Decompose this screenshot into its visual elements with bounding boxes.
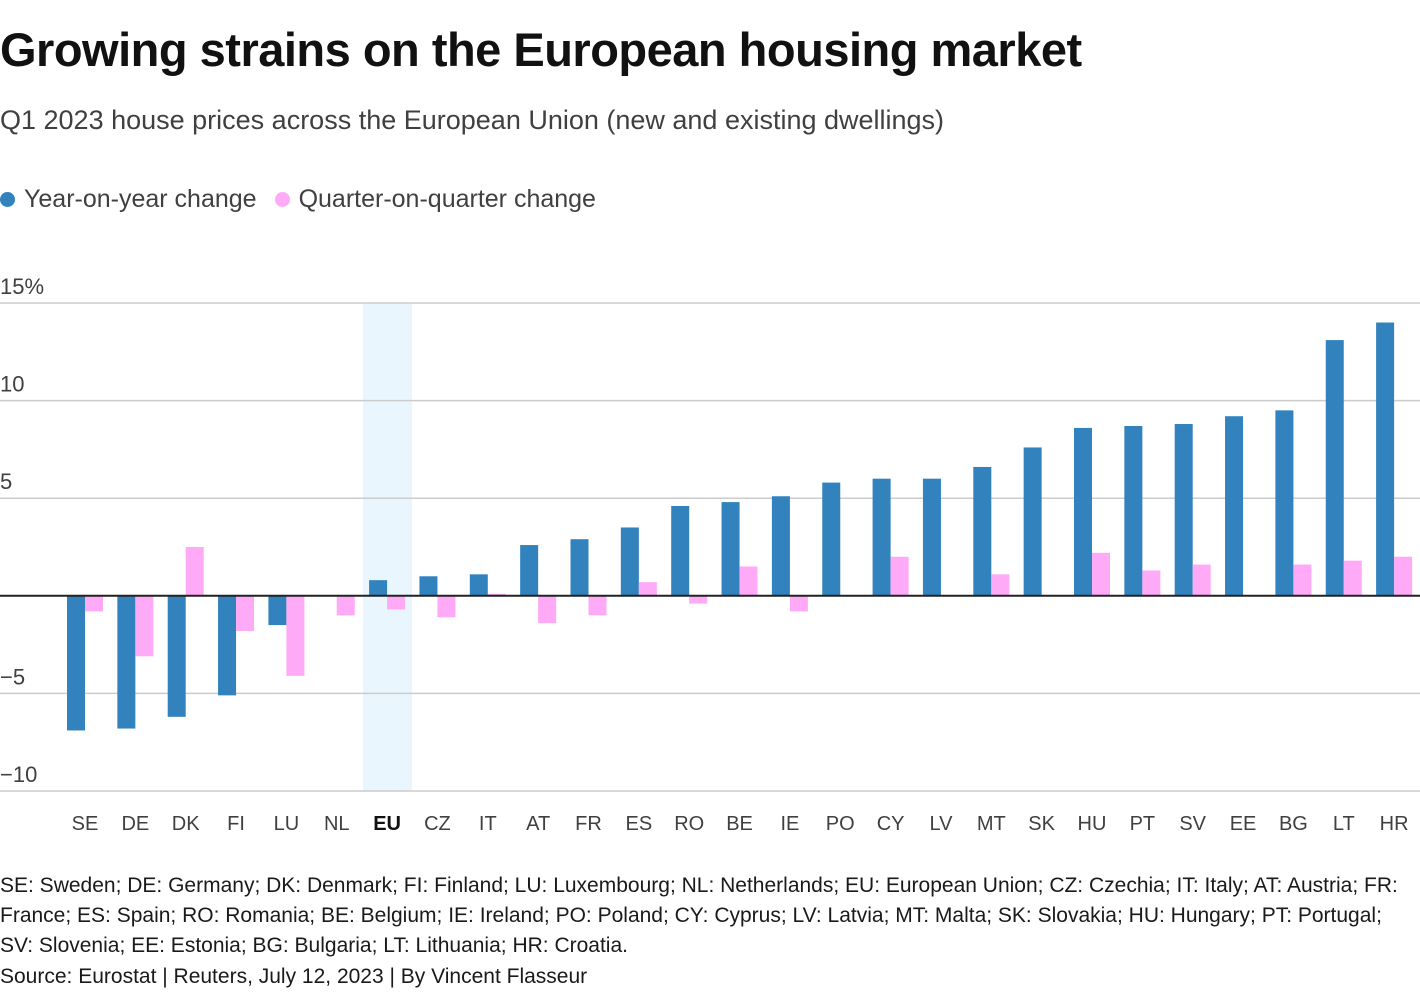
x-tick-label: LV [929, 813, 953, 835]
x-tick-label: EU [373, 813, 401, 835]
x-tick-label: MT [977, 813, 1006, 835]
bar-yoy [671, 506, 690, 596]
x-tick-label: RO [674, 813, 704, 835]
bar-qoq [588, 595, 607, 616]
x-tick-label: SK [1028, 813, 1055, 835]
bar-qoq [1142, 570, 1161, 596]
bar-yoy [218, 595, 237, 696]
x-tick-label: PT [1130, 813, 1156, 835]
bar-yoy [469, 574, 488, 596]
x-tick-label: FR [575, 813, 602, 835]
y-tick-label: 15% [0, 274, 44, 299]
bar-yoy [1225, 416, 1244, 596]
x-tick-label: DK [172, 813, 200, 835]
bar-qoq [85, 595, 103, 612]
bar-yoy [67, 595, 85, 731]
bar-yoy [822, 482, 841, 596]
x-tick-label: BE [726, 813, 753, 835]
bar-qoq [1092, 552, 1110, 596]
x-tick-label: ES [626, 813, 653, 835]
bar-yoy [721, 502, 740, 596]
x-tick-label: BG [1279, 813, 1308, 835]
bar-yoy [771, 496, 790, 596]
bar-qoq [789, 595, 808, 612]
bar-qoq [1343, 560, 1362, 596]
bar-yoy [1124, 425, 1143, 596]
x-tick-label: SV [1179, 813, 1206, 835]
bar-qoq [991, 574, 1010, 596]
y-tick-label: 5 [0, 469, 12, 494]
bar-qoq [236, 595, 255, 631]
x-tick-label: CY [877, 813, 905, 835]
x-tick-label: SE [72, 813, 99, 835]
x-tick-label: NL [324, 813, 350, 835]
source-line: Source: Eurostat | Reuters, July 12, 202… [0, 965, 588, 988]
x-tick-label: IT [479, 813, 497, 835]
x-tick-label: LT [1333, 813, 1355, 835]
bar-yoy [973, 466, 992, 596]
bar-qoq [1192, 564, 1211, 596]
y-tick-label: −5 [0, 664, 25, 689]
bar-qoq [538, 595, 557, 624]
bar-qoq [1293, 564, 1312, 596]
bar-yoy [1376, 322, 1395, 596]
bar-qoq [336, 595, 355, 616]
bar-yoy [520, 545, 539, 596]
bar-yoy [117, 595, 136, 729]
x-tick-label: FI [227, 813, 245, 835]
y-tick-label: 10 [0, 372, 24, 397]
legend-swatch-yoy [0, 192, 15, 207]
bar-yoy [1275, 410, 1294, 596]
x-tick-label: AT [526, 813, 550, 835]
bar-qoq [638, 582, 657, 596]
bar-yoy [419, 576, 438, 596]
bar-yoy [872, 478, 891, 596]
bar-yoy [1325, 340, 1344, 596]
bar-yoy [1074, 427, 1092, 596]
bar-yoy [167, 595, 186, 717]
footnote: SE: Sweden; DE: Germany; DK: Denmark; FI… [0, 874, 1398, 957]
chart-title: Growing strains on the European housing … [0, 23, 1082, 76]
legend-item-yoy: Year-on-year change [0, 185, 257, 214]
bar-yoy [620, 527, 639, 596]
bar-yoy [1174, 424, 1193, 596]
x-tick-label: HR [1380, 813, 1409, 835]
x-tick-label: LU [274, 813, 300, 835]
bar-yoy [369, 580, 388, 596]
x-tick-label: CZ [424, 813, 451, 835]
legend-swatch-qoq [274, 192, 290, 207]
x-tick-label: HU [1078, 813, 1107, 835]
x-tick-label: DE [121, 813, 149, 835]
legend-label-qoq: Quarter-on-quarter change [298, 185, 596, 213]
bar-qoq [1394, 556, 1413, 596]
bar-qoq [739, 566, 758, 596]
bar-qoq [185, 547, 204, 596]
bar-yoy [1023, 447, 1042, 596]
bar-qoq [890, 556, 909, 596]
bar-qoq [387, 595, 406, 610]
bar-yoy [570, 539, 589, 596]
bar-yoy [268, 595, 287, 626]
legend-label-yoy: Year-on-year change [24, 185, 257, 213]
highlight-band-eu [363, 303, 413, 791]
y-tick-label: −10 [0, 762, 37, 787]
bar-qoq [689, 595, 708, 604]
bar-qoq [437, 595, 456, 618]
bar-chart: 15% 10 5 −5 −10 SE DE DK FI LU NL EU CZ IT AT FR ES RO BE I… [0, 274, 1420, 835]
legend: Year-on-year change Quarter-on-quarter c… [0, 185, 614, 214]
legend-item-qoq: Quarter-on-quarter change [274, 185, 596, 214]
bar-yoy [922, 478, 941, 596]
bar-qoq [135, 595, 154, 657]
x-tick-label: EE [1230, 813, 1257, 835]
x-tick-label: PO [826, 813, 855, 835]
chart-subtitle: Q1 2023 house prices across the European… [0, 105, 945, 135]
x-tick-label: IE [780, 813, 799, 835]
bar-qoq [286, 595, 305, 676]
